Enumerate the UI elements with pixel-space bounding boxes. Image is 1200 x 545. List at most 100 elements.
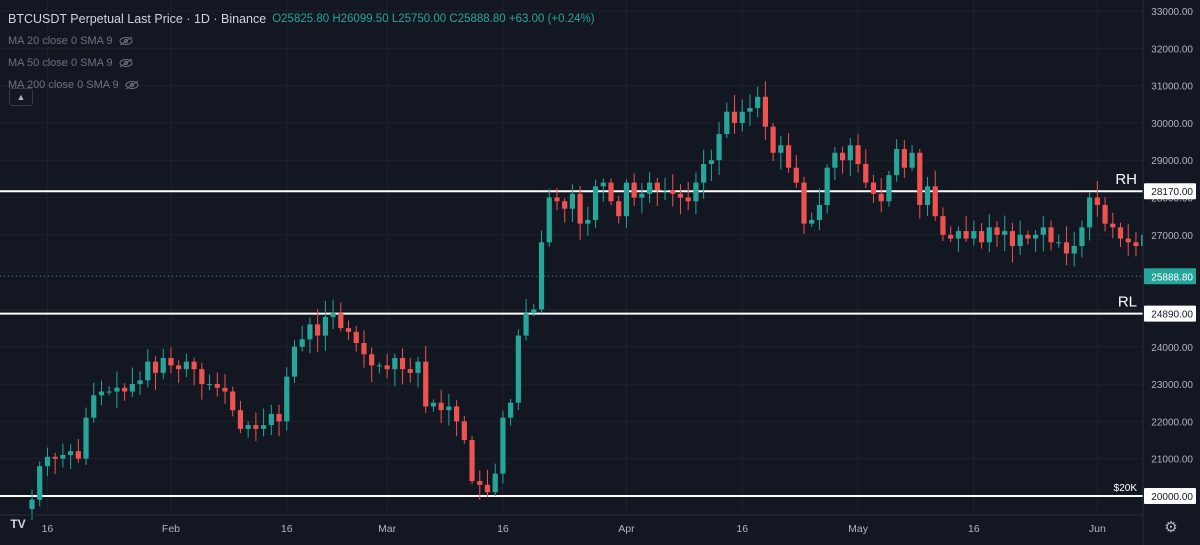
price-tick-label: 27000.00 bbox=[1151, 231, 1193, 242]
price-tick-label: 23000.00 bbox=[1151, 380, 1193, 391]
ma20-row[interactable]: MA 20 close 0 SMA 9 bbox=[8, 30, 595, 52]
candle-body bbox=[654, 182, 660, 191]
level-price-tag-label: 28170.00 bbox=[1151, 187, 1193, 198]
candle-body bbox=[1033, 234, 1039, 239]
candle-body bbox=[870, 182, 877, 194]
ohlc-values: O25825.80 H26099.50 L25750.00 C25888.80 … bbox=[272, 8, 594, 30]
candle-body bbox=[214, 384, 220, 388]
candle-body bbox=[176, 365, 182, 370]
candle-body bbox=[1002, 231, 1008, 235]
gear-icon[interactable]: ⚙ bbox=[1164, 519, 1178, 536]
candle-body bbox=[1094, 197, 1100, 205]
candle-body bbox=[693, 182, 699, 202]
candle-body bbox=[662, 190, 668, 192]
candle-body bbox=[98, 391, 105, 396]
candle-body bbox=[824, 167, 830, 205]
candle-body bbox=[52, 456, 58, 459]
candle-body bbox=[816, 205, 823, 220]
candle-body bbox=[847, 145, 853, 161]
level-label: $20K bbox=[1114, 483, 1138, 494]
candle-body bbox=[338, 313, 344, 329]
candle-body bbox=[261, 425, 267, 429]
candle-body bbox=[600, 182, 606, 187]
candle-body bbox=[554, 197, 560, 202]
candle-body bbox=[129, 384, 135, 392]
candle-body bbox=[793, 167, 799, 183]
price-tick-label: 21000.00 bbox=[1151, 455, 1193, 466]
candle-body bbox=[407, 369, 413, 373]
candle-body bbox=[484, 484, 491, 493]
candle-body bbox=[500, 417, 506, 474]
ma200-row[interactable]: MA 200 close 0 SMA 9 bbox=[8, 74, 595, 96]
level-price-tag bbox=[1144, 183, 1196, 200]
candle-body bbox=[37, 466, 43, 500]
candle-body bbox=[677, 193, 684, 198]
candle-body bbox=[569, 193, 575, 209]
candle-body bbox=[724, 111, 730, 135]
candle-body bbox=[1025, 234, 1031, 239]
candle-body bbox=[253, 425, 259, 429]
candle-body bbox=[160, 357, 166, 373]
candle-body bbox=[145, 361, 151, 381]
candle-body bbox=[801, 182, 807, 224]
candle-body bbox=[1009, 231, 1016, 247]
price-tick-label: 24000.00 bbox=[1151, 343, 1193, 354]
candle-body bbox=[237, 410, 244, 429]
candle-body bbox=[986, 227, 992, 243]
candle-body bbox=[345, 328, 352, 332]
candle-body bbox=[1125, 238, 1131, 243]
candle-body bbox=[1087, 197, 1093, 228]
time-tick-label: May bbox=[848, 523, 869, 535]
time-tick-label: Feb bbox=[162, 523, 180, 535]
level-price-tag bbox=[1144, 488, 1196, 504]
ma50-label: MA 50 close 0 SMA 9 bbox=[8, 57, 113, 69]
candle-body bbox=[322, 316, 328, 336]
symbol-title[interactable]: BTCUSDT Perpetual Last Price · 1D · Bina… bbox=[8, 12, 267, 26]
candle-body bbox=[955, 231, 961, 239]
candle-body bbox=[1079, 227, 1085, 247]
ma50-row[interactable]: MA 50 close 0 SMA 9 bbox=[8, 52, 595, 74]
candle-body bbox=[1110, 223, 1116, 228]
candle-body bbox=[284, 376, 290, 422]
candle-body bbox=[29, 499, 35, 510]
candle-body bbox=[778, 145, 784, 153]
time-tick-label: Jun bbox=[1089, 523, 1106, 535]
candle-body bbox=[762, 96, 768, 127]
tradingview-logo-icon[interactable]: TV bbox=[10, 517, 26, 531]
candle-body bbox=[731, 111, 738, 123]
level-price-tag-label: 24890.00 bbox=[1151, 310, 1193, 321]
candle-body bbox=[863, 163, 869, 183]
candle-body bbox=[276, 413, 282, 422]
candles bbox=[29, 81, 1200, 520]
ma20-label: MA 20 close 0 SMA 9 bbox=[8, 35, 113, 47]
eye-off-icon[interactable] bbox=[125, 80, 139, 90]
candle-body bbox=[353, 331, 359, 344]
candle-body bbox=[608, 182, 614, 202]
eye-off-icon[interactable] bbox=[119, 36, 133, 46]
candle-body bbox=[631, 182, 637, 198]
candle-body bbox=[562, 201, 568, 209]
candle-body bbox=[106, 391, 112, 393]
candle-body bbox=[83, 417, 89, 459]
collapse-legend-button[interactable]: ▲ bbox=[9, 88, 33, 106]
candle-body bbox=[60, 454, 66, 459]
candle-body bbox=[461, 421, 467, 441]
time-tick-label: 16 bbox=[281, 523, 293, 535]
candle-body bbox=[855, 145, 861, 164]
candle-body bbox=[639, 193, 645, 198]
candle-body bbox=[230, 391, 236, 411]
price-tick-label: 30000.00 bbox=[1151, 119, 1193, 130]
candle-body bbox=[206, 384, 213, 386]
eye-off-icon[interactable] bbox=[119, 58, 133, 68]
candle-body bbox=[515, 335, 521, 403]
candle-body bbox=[971, 231, 977, 239]
candle-body bbox=[523, 313, 529, 336]
candle-body bbox=[909, 152, 915, 168]
candle-body bbox=[932, 186, 938, 217]
last-price-tag bbox=[1144, 268, 1196, 285]
price-tick-label: 31000.00 bbox=[1151, 82, 1193, 93]
level-price-tag-label: 20000.00 bbox=[1151, 492, 1193, 503]
candle-body bbox=[623, 182, 630, 217]
candle-body bbox=[747, 108, 753, 112]
